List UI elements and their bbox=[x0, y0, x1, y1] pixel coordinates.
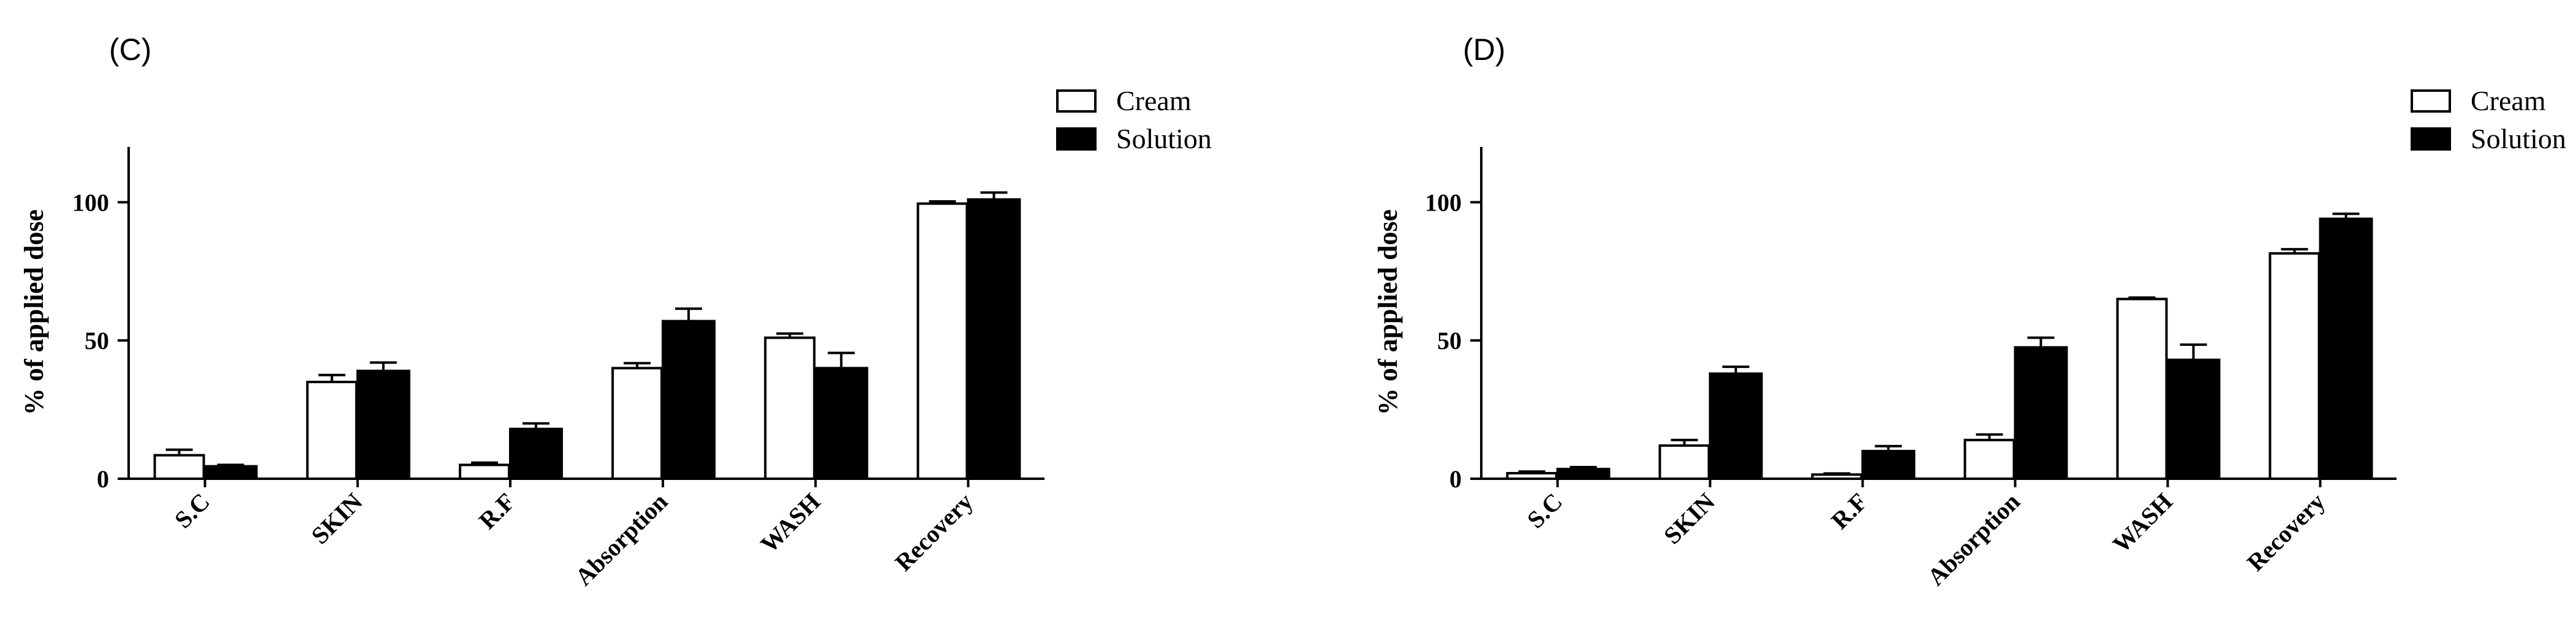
legend-swatch-solution bbox=[1056, 127, 1097, 151]
bar-solution-recovery bbox=[967, 198, 1021, 480]
bar-cream-s-c bbox=[153, 454, 205, 481]
x-category-label: WASH bbox=[755, 488, 825, 558]
plot-area: 0 50 100 S.C SKIN R.F Absorption WASH Recovery bbox=[1425, 147, 2397, 591]
y-tick-label: 0 bbox=[1449, 465, 1462, 493]
y-tick-label: 100 bbox=[1425, 189, 1462, 216]
y-tick-label: 50 bbox=[1437, 327, 1462, 354]
panel-letter: (D) bbox=[1463, 32, 1505, 67]
bar-cream-r-f bbox=[458, 463, 510, 481]
bar-solution-skin bbox=[1709, 372, 1763, 480]
legend-label-cream: Cream bbox=[1116, 85, 1192, 116]
bar-cream-absorption bbox=[1963, 438, 2015, 480]
y-tick-label: 50 bbox=[85, 327, 109, 354]
bar-cream-wash bbox=[2116, 298, 2168, 480]
y-tick-label: 100 bbox=[72, 189, 109, 216]
bar-solution-skin bbox=[356, 369, 410, 480]
y-axis-title: % of applied dose bbox=[1373, 209, 1403, 415]
bar-solution-r-f bbox=[508, 427, 563, 481]
x-category-label: Absorption bbox=[570, 488, 673, 591]
y-axis-title: % of applied dose bbox=[19, 209, 49, 415]
bar-cream-wash bbox=[764, 336, 816, 481]
x-category-label: S.C bbox=[169, 488, 215, 534]
bar-solution-wash bbox=[814, 367, 869, 480]
bar-cream-r-f bbox=[1811, 473, 1863, 480]
bar-solution-r-f bbox=[1861, 449, 1916, 480]
bar-cream-s-c bbox=[1506, 471, 1558, 481]
x-category-label: SKIN bbox=[306, 487, 368, 549]
x-category-label: WASH bbox=[2107, 488, 2178, 558]
legend: Cream Solution bbox=[2411, 85, 2566, 154]
bar-cream-skin bbox=[1658, 444, 1710, 480]
legend-swatch-cream bbox=[1056, 89, 1097, 113]
legend-label-solution: Solution bbox=[2471, 123, 2566, 154]
bar-solution-recovery bbox=[2319, 217, 2373, 480]
x-category-label: R.F bbox=[1826, 488, 1873, 535]
bar-cream-recovery bbox=[2268, 252, 2321, 480]
legend-swatch-cream bbox=[2411, 89, 2451, 113]
panel-letter: (C) bbox=[109, 32, 151, 67]
bar-solution-absorption bbox=[662, 320, 716, 480]
bar-cream-skin bbox=[306, 380, 358, 481]
plot-area: 0 50 100 S.C SKIN R.F Absorption WASH Recovery bbox=[72, 147, 1044, 591]
legend-label-cream: Cream bbox=[2471, 85, 2546, 116]
bar-solution-absorption bbox=[2014, 346, 2068, 480]
x-category-label: Absorption bbox=[1922, 488, 2025, 591]
x-category-label: S.C bbox=[1522, 488, 1568, 534]
bar-solution-wash bbox=[2166, 358, 2221, 480]
x-category-label: Recovery bbox=[890, 488, 978, 577]
bar-cream-absorption bbox=[611, 367, 663, 480]
bar-solution-s-c bbox=[1556, 468, 1611, 480]
y-tick-label: 0 bbox=[97, 465, 109, 493]
legend-label-solution: Solution bbox=[1116, 123, 1212, 154]
legend-swatch-solution bbox=[2411, 127, 2451, 151]
bar-cream-recovery bbox=[916, 202, 969, 480]
x-category-label: Recovery bbox=[2242, 488, 2330, 577]
legend: Cream Solution bbox=[1056, 85, 1212, 154]
chart-panel-c: (C) % of applied dose 0 50 100 S.C SKIN R.F Ab… bbox=[19, 32, 1212, 591]
x-category-label: R.F bbox=[474, 488, 521, 535]
x-category-label: SKIN bbox=[1658, 487, 1720, 549]
chart-panel-d: (D) % of applied dose 0 50 100 S.C SKIN R.F Ab… bbox=[1373, 32, 2566, 591]
bar-solution-s-c bbox=[203, 465, 258, 480]
